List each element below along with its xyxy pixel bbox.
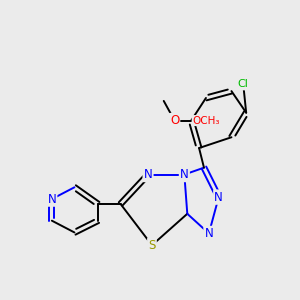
Text: S: S	[148, 239, 156, 252]
Text: N: N	[205, 227, 213, 240]
Text: O: O	[170, 114, 179, 127]
Text: N: N	[47, 193, 56, 206]
Text: Cl: Cl	[238, 79, 249, 89]
Text: N: N	[214, 190, 223, 204]
Text: OCH₃: OCH₃	[192, 116, 220, 126]
Text: N: N	[144, 168, 152, 181]
Text: N: N	[180, 168, 189, 181]
